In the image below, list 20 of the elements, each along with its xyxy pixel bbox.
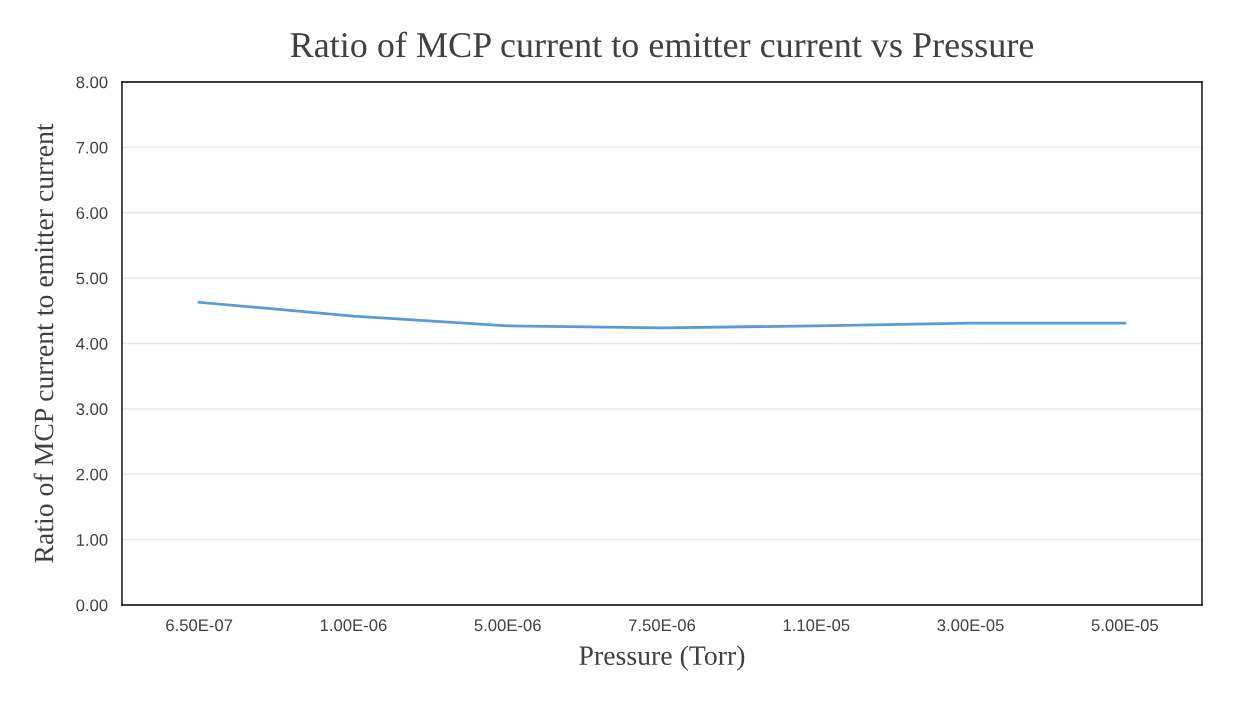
x-tick-label: 1.00E-06: [320, 619, 387, 632]
chart-title: Ratio of MCP current to emitter current vs Pressure: [290, 31, 1034, 58]
x-tick-label: 5.00E-06: [474, 619, 541, 632]
x-tick-label: 5.00E-05: [1091, 619, 1158, 632]
y-tick-label: 8.00: [76, 76, 108, 89]
line-series: [197, 300, 1127, 330]
x-axis-title: Pressure (Torr): [579, 645, 745, 671]
y-tick-label: 1.00: [76, 534, 108, 546]
y-tick-label: 7.00: [76, 141, 108, 154]
y-tick-label: 6.00: [76, 207, 108, 219]
x-tick-label: 3.00E-05: [937, 619, 1004, 632]
y-tick-label: 3.00: [76, 403, 108, 416]
y-tick-label: 4.00: [76, 337, 108, 350]
y-tick-label: 0.00: [76, 599, 108, 612]
y-tick-label: 2.00: [76, 468, 108, 481]
y-axis-title: Ratio of MCP current to emitter current: [33, 123, 54, 563]
y-tick-label: 5.00: [76, 272, 108, 285]
x-tick-label: 7.50E-06: [629, 619, 696, 632]
x-tick-label: 6.50E-07: [166, 619, 233, 632]
x-tick-label: 1.10E-05: [783, 619, 850, 632]
